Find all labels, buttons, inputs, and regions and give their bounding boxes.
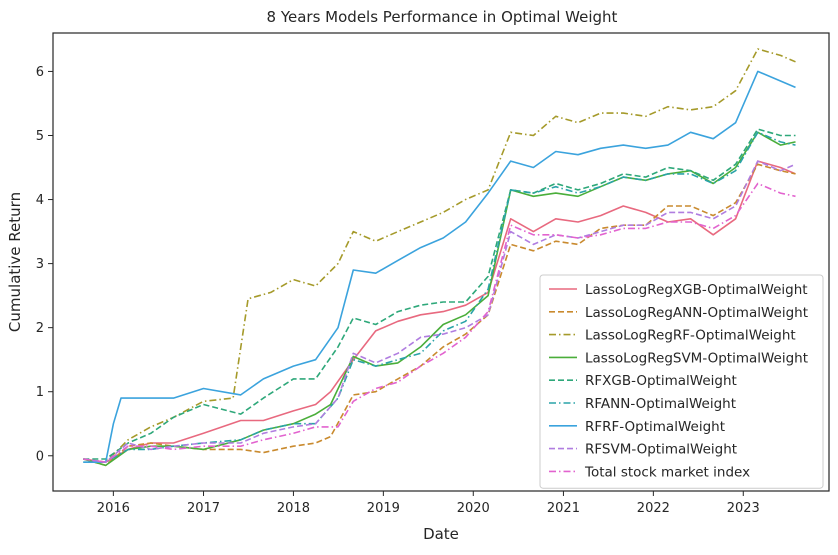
x-tick-label-7: 2023 — [727, 501, 760, 516]
legend-label-6: RFRF-OptimalWeight — [585, 419, 725, 435]
legend-label-1: LassoLogRegANN-OptimalWeight — [585, 305, 808, 321]
y-tick-label-1: 1 — [36, 385, 44, 400]
series-line-1 — [83, 163, 796, 467]
x-axis-label: Date — [423, 525, 459, 543]
x-tick-label-5: 2021 — [547, 501, 580, 516]
plot-frame — [52, 32, 830, 492]
y-tick-label-4: 4 — [36, 193, 44, 208]
series-line-8 — [83, 182, 796, 463]
series-line-6 — [83, 70, 796, 463]
y-axis-label: Cumulative Return — [6, 192, 24, 332]
legend-box — [539, 274, 824, 489]
y-tick-label-5: 5 — [36, 129, 44, 144]
y-tick-label-6: 6 — [36, 65, 44, 80]
x-tick-label-4: 2020 — [457, 501, 490, 516]
series-line-0 — [83, 160, 796, 463]
series-layer — [83, 48, 796, 467]
series-line-3 — [83, 131, 796, 467]
legend-label-0: LassoLogRegXGB-OptimalWeight — [585, 282, 808, 298]
series-line-2 — [83, 48, 796, 463]
y-tick-label-0: 0 — [36, 449, 44, 464]
series-line-4 — [83, 128, 796, 460]
x-tick-label-3: 2019 — [367, 501, 400, 516]
y-tick-label-3: 3 — [36, 257, 44, 272]
y-tick-label-2: 2 — [36, 321, 44, 336]
legend: LassoLogRegXGB-OptimalWeight LassoLogRegA… — [539, 274, 824, 489]
legend-label-3: LassoLogRegSVM-OptimalWeight — [585, 350, 808, 366]
x-tick-label-1: 2017 — [187, 501, 220, 516]
x-tick-label-0: 2016 — [97, 501, 130, 516]
x-axis: 2016 2017 2018 2019 2020 2021 2022 2023 — [97, 491, 760, 516]
legend-label-2: LassoLogRegRF-OptimalWeight — [585, 328, 796, 344]
legend-label-5: RFANN-OptimalWeight — [585, 396, 736, 412]
legend-label-7: RFSVM-OptimalWeight — [585, 442, 737, 458]
series-line-7 — [83, 160, 796, 463]
x-tick-label-2: 2018 — [277, 501, 310, 516]
y-axis: 0 1 2 3 4 5 6 — [36, 65, 53, 464]
x-tick-label-6: 2022 — [637, 501, 670, 516]
chart-title: 8 Years Models Performance in Optimal We… — [267, 8, 618, 26]
legend-label-8: Total stock market index — [584, 464, 750, 480]
legend-label-4: RFXGB-OptimalWeight — [585, 373, 737, 389]
